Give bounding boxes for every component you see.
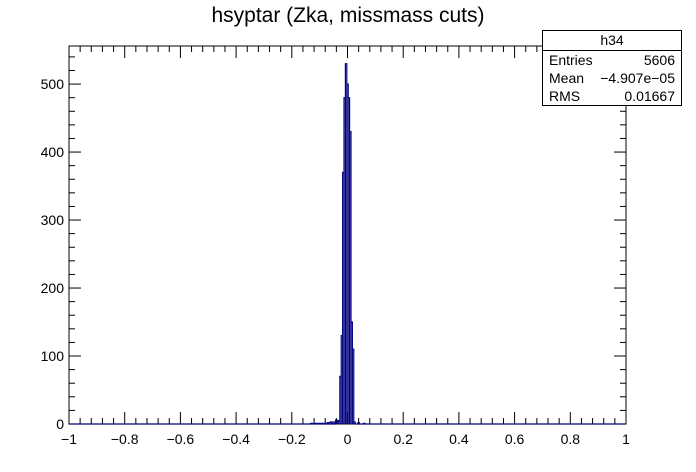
stats-box: h34 Entries 5606 Mean −4.907e−05 RMS 0.0…	[542, 30, 682, 106]
stats-histogram-name: h34	[543, 31, 681, 51]
x-tick-label: 0.2	[393, 431, 413, 447]
x-tick-label: −1	[61, 431, 77, 447]
stats-label-rms: RMS	[549, 88, 581, 104]
x-tick-label: 0.6	[505, 431, 525, 447]
stats-label-entries: Entries	[549, 52, 593, 68]
x-tick-label: 0.4	[449, 431, 469, 447]
y-tick-label: 0	[56, 416, 64, 432]
x-tick-label: 1	[622, 431, 630, 447]
y-tick-label: 300	[41, 212, 65, 228]
x-tick-label: 0	[344, 431, 352, 447]
x-tick-label: −0.4	[222, 431, 250, 447]
y-tick-label: 200	[41, 280, 65, 296]
x-tick-label: −0.8	[111, 431, 139, 447]
stats-row-entries: Entries 5606	[543, 51, 681, 69]
chart-title: hsyptar (Zka, missmass cuts)	[211, 4, 485, 27]
x-tick-label: −0.6	[167, 431, 195, 447]
stats-row-mean: Mean −4.907e−05	[543, 69, 681, 87]
stats-row-rms: RMS 0.01667	[543, 87, 681, 105]
stats-value-rms: 0.01667	[624, 88, 675, 104]
y-tick-label: 100	[41, 348, 65, 364]
histogram-line	[69, 63, 626, 425]
x-tick-label: 0.8	[561, 431, 581, 447]
stats-label-mean: Mean	[549, 70, 585, 86]
x-tick-label: −0.2	[278, 431, 306, 447]
stats-value-entries: 5606	[643, 52, 675, 68]
y-tick-label: 400	[41, 144, 65, 160]
y-tick-label: 500	[41, 76, 65, 92]
stats-value-mean: −4.907e−05	[600, 70, 675, 86]
